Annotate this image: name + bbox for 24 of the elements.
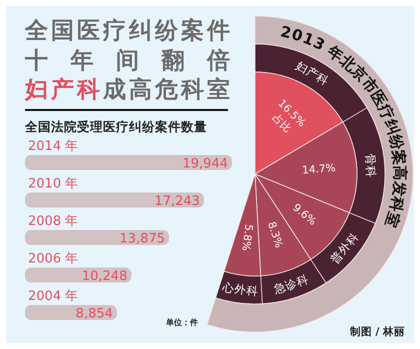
data-label: 5.8% <box>239 224 255 252</box>
data-label: 14.7% <box>302 162 336 177</box>
slice-label: 骨科 <box>362 153 379 178</box>
data-label: 19,944 <box>182 156 228 172</box>
y-tick-label: 2014 年 <box>28 139 78 154</box>
y-tick-label: 2010 年 <box>28 176 78 192</box>
text: 单位：件 <box>165 318 198 327</box>
text: 全国医疗纠纷案件 <box>24 17 230 44</box>
data-label: 10,248 <box>82 269 128 284</box>
data-label: 13,875 <box>120 232 166 246</box>
y-tick-label: 2006 年 <box>28 252 78 266</box>
y-tick-label: 2004 年 <box>28 289 78 304</box>
chart-title: 全国法院受理医疗纠纷案件数量 <box>24 119 207 134</box>
slice-label: 急诊科 <box>270 272 310 297</box>
slice-label: 妇产科 <box>293 58 332 88</box>
data-label: 8.3% <box>265 220 285 250</box>
data-label: 17,243 <box>154 194 200 209</box>
slice-label: 心外科 <box>220 280 260 298</box>
y-tick-label: 2008 年 <box>28 214 78 229</box>
text: 制图 / 林丽 <box>348 325 405 338</box>
text: 十 年 间 翻 倍 <box>24 48 230 74</box>
data-label: 8,854 <box>76 306 113 322</box>
legend-label: 普外科 <box>328 230 362 266</box>
text: 妇产科成高危科室 <box>24 76 230 103</box>
